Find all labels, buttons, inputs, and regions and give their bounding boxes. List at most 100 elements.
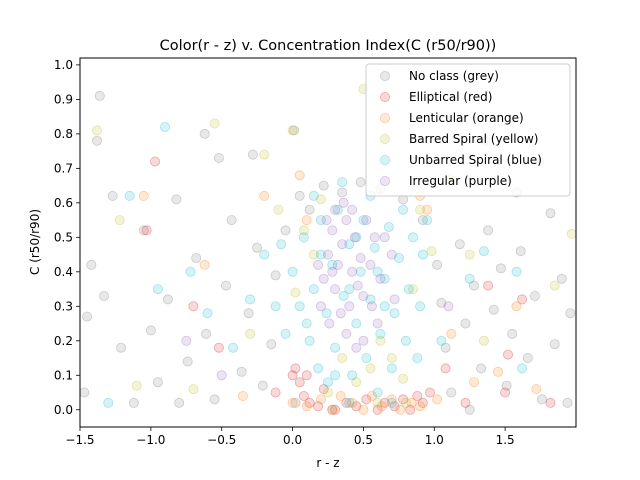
data-point — [358, 290, 369, 301]
data-point — [315, 301, 326, 312]
data-point — [313, 401, 324, 412]
data-point — [549, 339, 560, 350]
series-1 — [141, 156, 556, 415]
data-point — [270, 387, 281, 398]
data-point — [537, 394, 548, 405]
data-point — [318, 273, 329, 284]
data-point — [82, 311, 93, 322]
data-point — [403, 284, 414, 295]
data-point — [209, 118, 220, 129]
data-point — [94, 90, 105, 101]
legend-label: Irregular (purple) — [409, 174, 512, 188]
x-tick-label: −0.5 — [207, 433, 236, 447]
data-point — [294, 190, 305, 201]
legend-marker — [379, 133, 390, 144]
data-point — [522, 352, 533, 363]
data-point — [395, 404, 406, 415]
data-point — [287, 125, 298, 136]
data-point — [228, 342, 239, 353]
data-point — [358, 215, 369, 226]
data-point — [199, 128, 210, 139]
data-point — [294, 301, 305, 312]
data-point — [213, 152, 224, 163]
data-point — [352, 280, 363, 291]
data-point — [86, 259, 97, 270]
data-point — [566, 228, 576, 239]
y-tick-label: 0.2 — [54, 334, 73, 348]
legend-item: Lenticular (orange) — [379, 111, 524, 125]
data-point — [379, 232, 390, 243]
data-point — [280, 225, 291, 236]
x-tick-label: −1.5 — [65, 433, 94, 447]
data-point — [464, 273, 475, 284]
data-point — [188, 384, 199, 395]
data-point — [515, 246, 526, 257]
data-point — [304, 397, 315, 408]
data-point — [365, 363, 376, 374]
data-point — [460, 318, 471, 329]
data-point — [301, 318, 312, 329]
data-point — [80, 387, 90, 398]
legend-label: Lenticular (orange) — [409, 111, 524, 125]
series-4 — [103, 122, 528, 408]
data-point — [443, 301, 454, 312]
legend-label: Unbarred Spiral (blue) — [409, 153, 542, 167]
legend-item: Elliptical (red) — [379, 90, 492, 104]
data-point — [332, 259, 343, 270]
data-point — [276, 239, 287, 250]
data-point — [182, 356, 193, 367]
data-point — [304, 335, 315, 346]
data-point — [379, 301, 390, 312]
data-point — [99, 290, 110, 301]
data-point — [330, 204, 341, 215]
data-point — [417, 249, 428, 260]
data-point — [237, 390, 248, 401]
data-point — [565, 308, 576, 319]
data-point — [347, 204, 358, 215]
data-point — [247, 149, 258, 160]
data-point — [313, 259, 324, 270]
y-tick-label: 0.0 — [54, 403, 73, 417]
data-point — [138, 225, 149, 236]
data-point — [424, 387, 435, 398]
data-point — [216, 370, 227, 381]
data-point — [245, 328, 256, 339]
data-point — [213, 342, 224, 353]
data-point — [107, 190, 118, 201]
data-point — [321, 215, 332, 226]
data-point — [372, 318, 383, 329]
data-point — [476, 363, 487, 374]
data-point — [407, 232, 418, 243]
x-tick-label: 1.5 — [496, 433, 515, 447]
data-point — [375, 273, 386, 284]
data-point — [315, 215, 326, 226]
data-point — [398, 204, 409, 215]
data-point — [344, 397, 355, 408]
data-point — [280, 328, 291, 339]
data-point — [468, 377, 479, 388]
data-point — [372, 387, 383, 398]
data-point — [386, 352, 397, 363]
data-point — [347, 266, 358, 277]
data-point — [287, 397, 298, 408]
data-point — [517, 294, 528, 305]
data-point — [116, 342, 127, 353]
data-point — [209, 394, 220, 405]
data-point — [493, 366, 504, 377]
data-point — [344, 239, 355, 250]
series-5 — [181, 197, 454, 381]
data-point — [468, 280, 479, 291]
data-point — [349, 232, 360, 243]
data-point — [417, 215, 428, 226]
data-point — [330, 284, 341, 295]
data-point — [131, 380, 142, 391]
legend-item: No class (grey) — [379, 69, 499, 83]
data-point — [495, 263, 506, 274]
x-axis: −1.5 −1.0 −0.5 0.0 0.5 1.0 1.5 — [65, 427, 515, 447]
data-point — [318, 180, 329, 191]
data-point — [341, 215, 352, 226]
data-point — [389, 294, 400, 305]
data-point — [152, 284, 163, 295]
data-point — [337, 187, 348, 198]
